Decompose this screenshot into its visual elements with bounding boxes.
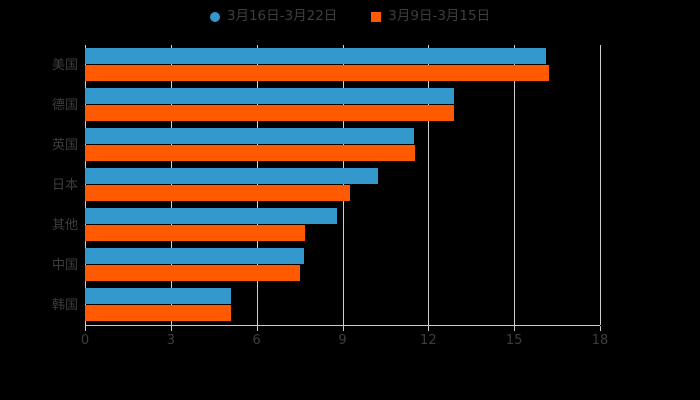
bar-series-b[interactable] bbox=[85, 185, 350, 201]
y-axis-category-label: 德国 bbox=[51, 98, 78, 113]
bar-series-b[interactable] bbox=[85, 145, 416, 161]
gridline bbox=[600, 45, 601, 325]
bar-series-b[interactable] bbox=[85, 305, 231, 321]
x-axis-tick-label: 9 bbox=[338, 333, 347, 348]
gridline bbox=[428, 45, 430, 325]
bar-series-a[interactable] bbox=[85, 288, 231, 304]
bar-series-a[interactable] bbox=[85, 88, 455, 104]
bar-series-a[interactable] bbox=[85, 128, 415, 144]
x-axis-tick bbox=[85, 326, 86, 331]
y-axis-category-label: 韩国 bbox=[51, 298, 78, 313]
y-axis-category-label: 日本 bbox=[51, 178, 78, 193]
legend-label-series-b: 3月9日-3月15日 bbox=[388, 8, 491, 25]
y-axis-category-label: 中国 bbox=[51, 258, 78, 273]
plot-area bbox=[85, 45, 600, 325]
bar-series-b[interactable] bbox=[85, 225, 306, 241]
x-axis-tick bbox=[342, 326, 344, 331]
y-axis-category-label: 英国 bbox=[51, 138, 78, 153]
bar-series-a[interactable] bbox=[85, 208, 337, 224]
chart-legend: 3月16日-3月22日 3月9日-3月15日 bbox=[0, 6, 700, 28]
x-axis-tick-label: 3 bbox=[166, 333, 175, 348]
gridline bbox=[514, 45, 516, 325]
legend-label-series-a: 3月16日-3月22日 bbox=[226, 8, 338, 25]
bar-series-b[interactable] bbox=[85, 105, 455, 121]
y-axis-category-label: 其他 bbox=[51, 218, 78, 233]
x-axis-line bbox=[85, 325, 600, 326]
bar-series-a[interactable] bbox=[85, 248, 304, 264]
circle-marker-icon bbox=[209, 12, 220, 22]
x-axis-tick-label: 0 bbox=[80, 333, 90, 348]
legend-item-series-a[interactable]: 3月16日-3月22日 bbox=[209, 8, 338, 25]
x-axis-tick bbox=[600, 326, 601, 331]
x-axis-tick-label: 12 bbox=[420, 333, 437, 348]
x-axis-tick-label: 15 bbox=[505, 333, 523, 348]
x-axis-tick bbox=[514, 326, 516, 331]
x-axis-tick bbox=[170, 326, 172, 331]
x-axis-tick-label: 18 bbox=[591, 333, 609, 348]
bar-series-a[interactable] bbox=[85, 48, 546, 64]
bar-series-a[interactable] bbox=[85, 168, 379, 184]
square-marker-icon bbox=[371, 12, 382, 22]
bar-series-b[interactable] bbox=[85, 265, 300, 281]
legend-item-series-b[interactable]: 3月9日-3月15日 bbox=[371, 10, 490, 24]
x-axis-tick-label: 6 bbox=[252, 333, 261, 348]
x-axis-tick bbox=[256, 326, 258, 331]
y-axis-category-label: 美国 bbox=[51, 58, 78, 73]
bar-series-b[interactable] bbox=[85, 65, 549, 81]
x-axis-tick bbox=[428, 326, 430, 331]
